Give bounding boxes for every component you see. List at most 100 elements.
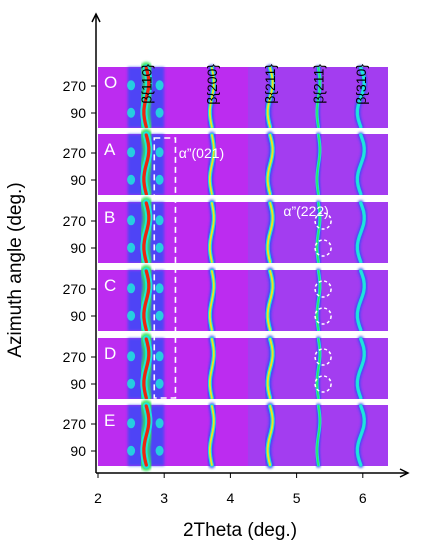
peak-4-core — [316, 405, 321, 466]
y-tick-label: 90 — [70, 105, 86, 121]
x-tick-label: 2 — [94, 490, 102, 506]
spot — [155, 378, 164, 389]
y-tick-label: 90 — [70, 308, 86, 324]
alpha-021-dashed-box — [153, 137, 177, 399]
x-tick-label: 5 — [293, 490, 301, 506]
alpha-222-circle — [314, 375, 332, 393]
peak-label: β{310} — [353, 64, 369, 105]
spot — [155, 215, 164, 226]
panel-c: C — [98, 264, 388, 338]
x-tick-label: 3 — [160, 490, 168, 506]
spot — [127, 215, 136, 226]
spot — [127, 310, 136, 321]
peak-5-core — [356, 67, 365, 128]
peak-3-core — [266, 202, 274, 263]
axes: 2 3 4 5 6 — [91, 12, 410, 506]
panel-a: A — [98, 128, 388, 202]
panel-shade — [98, 67, 248, 128]
panel-shade — [98, 405, 248, 466]
y-tick-label: 90 — [70, 240, 86, 256]
alpha-021-label: α”(021) — [179, 145, 224, 161]
spot — [127, 242, 136, 253]
peak-4-core — [316, 67, 321, 128]
spot — [127, 351, 136, 362]
spot — [155, 351, 164, 362]
panel-shade — [98, 270, 248, 331]
panel-separator — [98, 331, 388, 338]
peak-5-core — [356, 202, 365, 263]
peak-1-core — [142, 66, 151, 129]
x-axis-arrow — [399, 468, 410, 478]
peak-3-core — [266, 134, 274, 195]
spot — [127, 174, 136, 185]
alpha-222-circle — [314, 307, 332, 325]
y-tick-label: 90 — [70, 172, 86, 188]
peak-label: β{211} — [262, 64, 278, 104]
y-tick-label: 90 — [70, 443, 86, 459]
y-tick-label: 270 — [63, 349, 87, 365]
x-tick-label: 6 — [359, 490, 367, 506]
y-tick-label: 270 — [63, 281, 87, 297]
y-tick-label: 270 — [63, 213, 87, 229]
heatmap-panels: O 270 90 A 270 90 B 270 90 C 270 90 D 270 90 E 270 90 — [63, 61, 388, 472]
alpha-222-circle — [314, 239, 332, 257]
panel-separator — [98, 263, 388, 270]
spot — [155, 174, 164, 185]
peak-5-core — [356, 270, 365, 331]
y-tick-label: 270 — [63, 416, 87, 432]
panel-label: C — [104, 276, 116, 295]
spot — [155, 147, 164, 158]
y-axis-label: Azimuth angle (deg.) — [5, 182, 26, 357]
panel-label: O — [104, 73, 117, 92]
spot — [155, 80, 164, 91]
peak-2-core — [209, 202, 215, 263]
panel-label: E — [104, 411, 115, 430]
alpha-222-circle — [314, 212, 332, 230]
panel-b: B — [98, 196, 388, 270]
peak-3-core — [266, 270, 274, 331]
peak-3-core — [266, 338, 274, 399]
peak-2-core — [209, 134, 215, 195]
peak-5-core — [356, 134, 365, 195]
spot — [155, 107, 164, 118]
peak-3-core — [266, 405, 274, 466]
peak-label: β{211} — [310, 64, 326, 104]
peak-4-core — [316, 270, 321, 331]
x-axis-label: 2Theta (deg.) — [183, 520, 297, 541]
spot — [127, 147, 136, 158]
peak-3-core — [266, 67, 274, 128]
panel-label: D — [104, 344, 116, 363]
annotations: α”(021) α”(222) — [153, 137, 332, 399]
panel-shade — [98, 338, 248, 399]
peak-4-core — [316, 202, 321, 263]
panel-o: O — [98, 61, 388, 134]
spot — [127, 418, 136, 429]
spot — [127, 445, 136, 456]
peak-4-core — [316, 134, 321, 195]
peak-label: β{200} — [204, 64, 220, 105]
spot — [155, 242, 164, 253]
spot — [155, 445, 164, 456]
spot — [127, 107, 136, 118]
panel-separator — [98, 399, 388, 405]
panel-d: D — [98, 332, 388, 405]
peak-1-core — [142, 269, 151, 332]
spot — [127, 378, 136, 389]
y-tick-label: 90 — [70, 376, 86, 392]
y-tick-label: 270 — [63, 145, 87, 161]
spot — [127, 80, 136, 91]
alpha-222-label: α”(222) — [283, 203, 328, 219]
panel-shade — [98, 202, 248, 263]
peak-1-core — [142, 133, 151, 196]
x-tick-label: 4 — [227, 490, 235, 506]
peak-4-core — [316, 338, 321, 399]
spot — [155, 418, 164, 429]
peak-2-core — [209, 270, 215, 331]
peak-1-core — [142, 337, 151, 400]
y-tick-label: 270 — [63, 78, 87, 94]
y-axis-arrow — [91, 12, 101, 23]
peak-2-core — [209, 67, 215, 128]
panel-separator — [98, 195, 388, 202]
spot — [155, 283, 164, 294]
